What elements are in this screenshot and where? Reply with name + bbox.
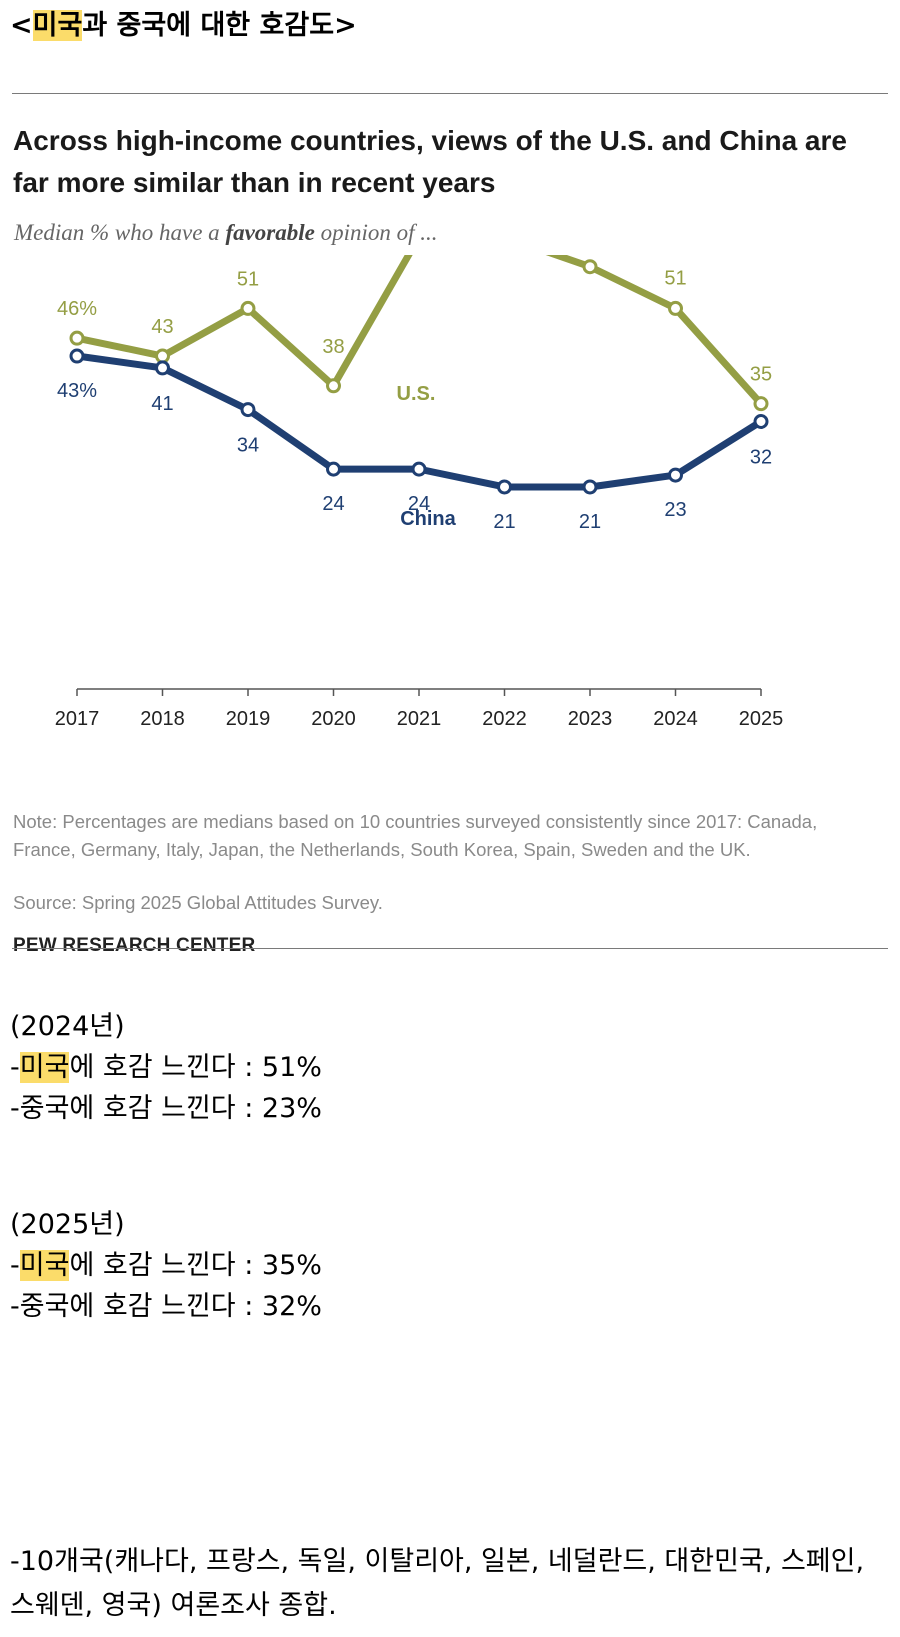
data-label: 24: [322, 493, 344, 515]
x-tick-label: 2017: [55, 708, 100, 730]
data-label: 43%: [57, 380, 97, 402]
summary-us-prefix: -: [10, 1052, 20, 1083]
post-title-rest: 과 중국에 대한 호감도>: [82, 10, 357, 41]
summary-2025: (2025년) -미국에 호감 느낀다 : 35% -중국에 호감 느낀다 : …: [10, 1204, 322, 1327]
x-tick-label: 2018: [140, 708, 185, 730]
top-divider: [12, 93, 888, 94]
series-name-us: U.S.: [397, 383, 436, 405]
data-label: 32: [750, 447, 772, 469]
summary-us-prefix: -: [10, 1250, 20, 1281]
data-label: 51: [237, 268, 259, 290]
x-tick-label: 2025: [739, 708, 784, 730]
data-label: 21: [493, 511, 515, 533]
data-label: 34: [237, 435, 259, 457]
summary-us-line: -미국에 호감 느낀다 : 51%: [10, 1047, 322, 1088]
data-point: [411, 461, 427, 477]
post-title-highlight: 미국: [32, 10, 83, 41]
data-point: [155, 348, 170, 364]
x-tick-label: 2021: [397, 708, 442, 730]
data-label: 46%: [57, 298, 97, 320]
data-label: 41: [151, 393, 173, 415]
data-point: [668, 467, 683, 483]
data-point: [326, 461, 341, 477]
data-point: [582, 479, 598, 495]
subtitle-emphasis: favorable: [225, 220, 315, 245]
subtitle-post: opinion of ...: [314, 220, 438, 245]
data-label: 51: [664, 267, 686, 289]
x-tick-label: 2022: [482, 708, 527, 730]
x-tick-label: 2019: [226, 708, 271, 730]
data-label: 43: [151, 316, 173, 338]
data-point: [240, 300, 256, 316]
data-point: [668, 300, 683, 316]
post-title-prefix: <: [10, 10, 33, 41]
x-tick-label: 2024: [653, 708, 698, 730]
chart-note: Note: Percentages are medians based on 1…: [13, 811, 818, 860]
brand-label: PEW RESEARCH CENTER: [13, 935, 256, 956]
data-point: [753, 396, 769, 412]
post-title: <미국과 중국에 대한 호감도>: [10, 6, 357, 46]
data-label: 23: [664, 499, 686, 521]
footer-text: -10개국(캐나다, 프랑스, 독일, 이탈리아, 일본, 네덜란드, 대한민국…: [10, 1546, 865, 1621]
summary-us-rest: 에 호감 느낀다 : 35%: [69, 1250, 322, 1281]
chart-source: Source: Spring 2025 Global Attitudes Sur…: [13, 892, 383, 913]
summary-china-line: -중국에 호감 느낀다 : 32%: [10, 1291, 322, 1322]
chart-subtitle: Median % who have a favorable opinion of…: [14, 220, 438, 246]
data-point: [582, 259, 598, 275]
summary-us-line: -미국에 호감 느낀다 : 35%: [10, 1245, 322, 1286]
data-point: [69, 348, 85, 364]
summary-us-highlight: 미국: [19, 1250, 70, 1281]
x-tick-label: 2020: [311, 708, 356, 730]
summary-2024: (2024년) -미국에 호감 느낀다 : 51% -중국에 호감 느낀다 : …: [10, 1006, 322, 1129]
data-label: 21: [579, 511, 601, 533]
series-line-us: [73, 255, 765, 408]
data-point: [155, 360, 170, 376]
x-tick-label: 2023: [568, 708, 613, 730]
data-label: 24: [408, 493, 430, 515]
line-chart: 2017 2018 2019 2020 2021 2022 2023 2024 2025 46% 4…: [55, 255, 784, 730]
summary-china-line: -중국에 호감 느낀다 : 23%: [10, 1093, 322, 1124]
data-label: 35: [750, 364, 772, 386]
data-label: 38: [322, 336, 344, 358]
data-point: [497, 479, 512, 495]
summary-year: (2024년): [10, 1011, 125, 1042]
data-point: [69, 330, 85, 346]
summary-us-rest: 에 호감 느낀다 : 51%: [69, 1052, 322, 1083]
data-point: [753, 414, 769, 430]
data-point: [326, 378, 341, 394]
summary-us-highlight: 미국: [19, 1052, 70, 1083]
data-point: [240, 402, 256, 418]
bottom-divider: [12, 948, 888, 949]
subtitle-pre: Median % who have a: [14, 220, 226, 245]
series-name-china: China: [400, 508, 456, 530]
chart-title: Across high-income countries, views of t…: [13, 125, 847, 198]
summary-year: (2025년): [10, 1209, 125, 1240]
